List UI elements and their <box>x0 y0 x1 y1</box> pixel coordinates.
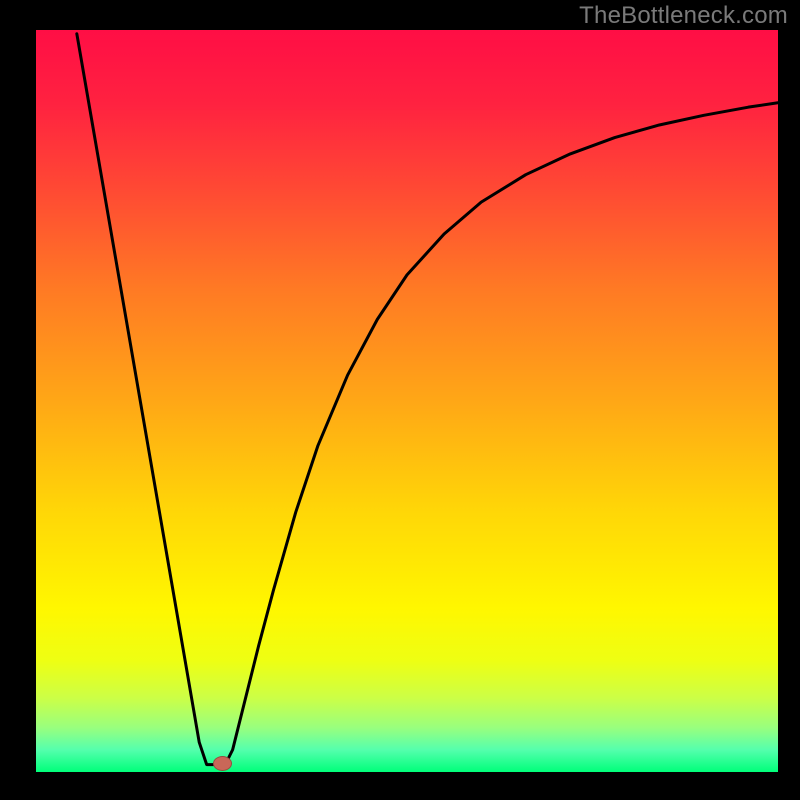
curve-layer <box>36 30 778 772</box>
bottleneck-curve <box>77 34 778 765</box>
optimum-marker <box>213 756 232 771</box>
plot-area <box>36 30 778 772</box>
watermark-text: TheBottleneck.com <box>579 2 788 30</box>
